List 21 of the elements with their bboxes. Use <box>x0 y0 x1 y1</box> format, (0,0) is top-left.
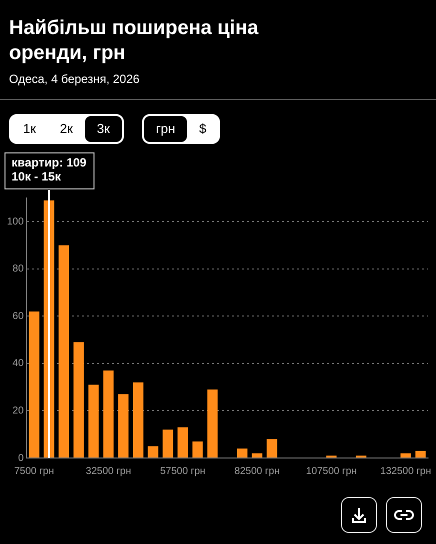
y-tick-label: 0 <box>18 452 24 464</box>
chart-subtitle: Одеса, 4 березня, 2026 <box>9 72 140 86</box>
text: 1к <box>22 120 37 138</box>
chart-title: Найбільш поширена ціна оренди, грн <box>9 16 260 66</box>
text: 3к <box>84 116 122 142</box>
annotation: квартир: 109 <box>11 156 87 170</box>
x-tick-label: 57500 грн <box>160 466 206 477</box>
y-tick-label: 20 <box>12 405 24 416</box>
x-tick-label: 132500 грн <box>380 466 432 477</box>
y-tick-label: 80 <box>12 264 24 275</box>
y-tick-label: 60 <box>12 310 24 322</box>
text: $ <box>198 120 208 138</box>
x-tick-label: 32500 грн <box>86 466 132 477</box>
x-tick-label: 82500 грн <box>234 466 280 477</box>
y-tick-label: 100 <box>6 216 24 228</box>
annotation: 10к - 15к <box>11 170 62 184</box>
y-tick-label: 40 <box>12 358 24 370</box>
text: 2к <box>58 120 74 138</box>
x-tick-label: 7500 грн <box>14 466 54 477</box>
text: грн <box>144 116 188 142</box>
x-tick-label: 107500 грн <box>306 466 357 477</box>
